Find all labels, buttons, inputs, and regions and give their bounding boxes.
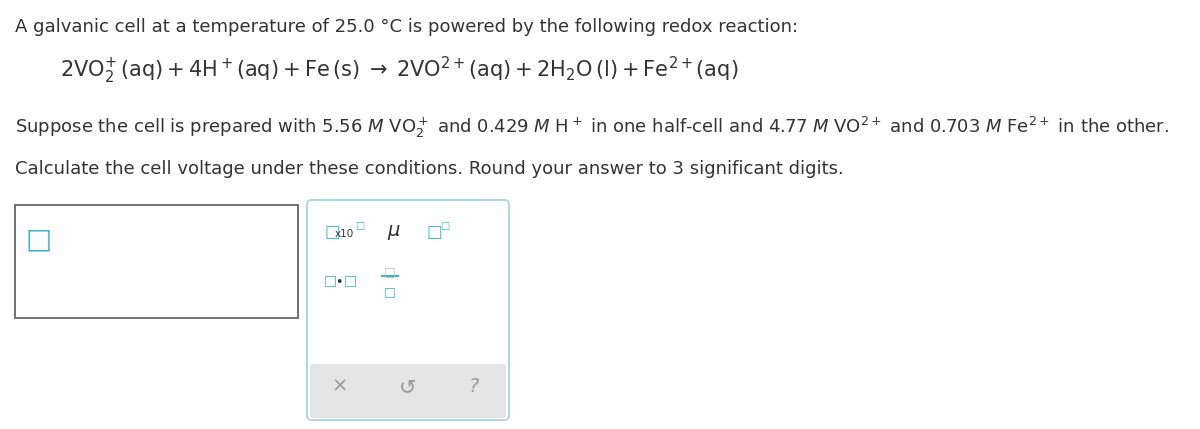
Text: ↺: ↺: [400, 377, 416, 397]
Text: $\mu$: $\mu$: [386, 223, 401, 242]
FancyBboxPatch shape: [307, 200, 509, 420]
Text: □: □: [384, 285, 396, 298]
Text: ×: ×: [332, 377, 348, 396]
Text: •: •: [335, 276, 342, 289]
Text: □: □: [25, 225, 52, 253]
Text: □: □: [355, 221, 365, 231]
FancyBboxPatch shape: [14, 205, 298, 318]
FancyBboxPatch shape: [310, 364, 506, 418]
Text: □: □: [440, 221, 449, 231]
Text: □: □: [324, 223, 340, 241]
Text: x10: x10: [335, 229, 354, 239]
Text: □: □: [384, 265, 396, 278]
Text: Calculate the cell voltage under these conditions. Round your answer to 3 signif: Calculate the cell voltage under these c…: [14, 160, 844, 178]
Text: □: □: [344, 273, 358, 287]
Text: ?: ?: [469, 377, 479, 396]
Text: $\mathregular{2VO_2^{\!+}(aq) + 4H^+(aq) + Fe\,(s)}$$\mathregular{\;\rightarrow\: $\mathregular{2VO_2^{\!+}(aq) + 4H^+(aq)…: [60, 55, 738, 86]
Text: □: □: [324, 273, 337, 287]
Text: □: □: [427, 223, 443, 241]
Text: Suppose the cell is prepared with 5.56 $\mathit{M}$ $\mathregular{VO_2^+}$ and 0: Suppose the cell is prepared with 5.56 $…: [14, 115, 1169, 140]
Text: A galvanic cell at a temperature of 25.0 °C is powered by the following redox re: A galvanic cell at a temperature of 25.0…: [14, 18, 798, 36]
